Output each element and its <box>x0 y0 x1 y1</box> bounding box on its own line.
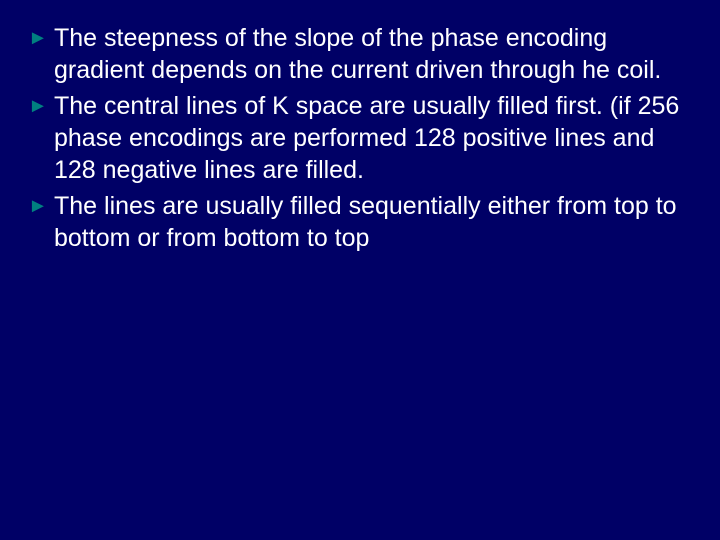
slide: ► The steepness of the slope of the phas… <box>0 0 720 540</box>
bullet-text: The central lines of K space are usually… <box>54 92 679 184</box>
bullet-text: The steepness of the slope of the phase … <box>54 24 661 84</box>
list-item: ► The central lines of K space are usual… <box>28 90 688 186</box>
list-item: ► The steepness of the slope of the phas… <box>28 22 688 86</box>
triangle-bullet-icon: ► <box>28 192 48 220</box>
bullet-list: ► The steepness of the slope of the phas… <box>28 22 688 254</box>
triangle-bullet-icon: ► <box>28 92 48 120</box>
bullet-text: The lines are usually filled sequentiall… <box>54 192 677 252</box>
list-item: ► The lines are usually filled sequentia… <box>28 190 688 254</box>
triangle-bullet-icon: ► <box>28 24 48 52</box>
